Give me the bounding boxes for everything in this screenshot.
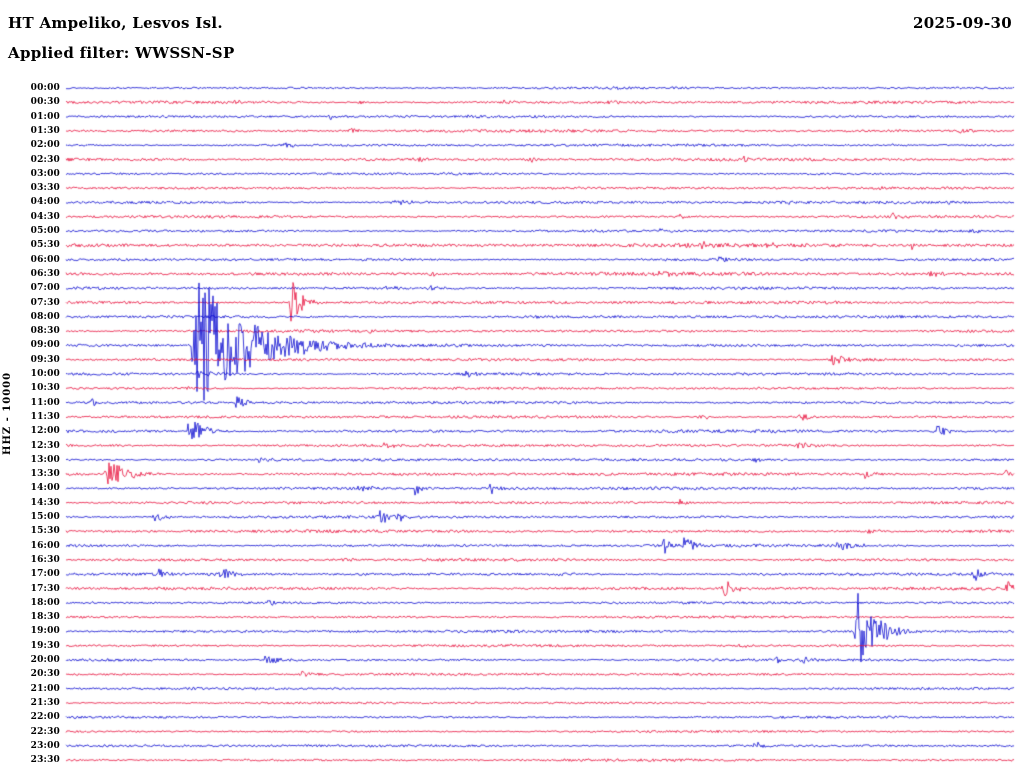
time-label: 12:30 — [30, 440, 60, 451]
time-label: 15:00 — [30, 512, 60, 522]
time-label: 23:30 — [30, 755, 60, 766]
time-label: 03:00 — [30, 168, 60, 179]
time-label: 03:30 — [30, 183, 60, 194]
time-label: 23:00 — [30, 740, 60, 751]
time-label: 12:00 — [30, 426, 60, 437]
time-label: 21:00 — [30, 683, 60, 694]
time-label: 07:00 — [30, 283, 60, 294]
time-label: 22:30 — [30, 726, 60, 737]
time-label: 21:30 — [30, 697, 60, 708]
time-label: 01:30 — [30, 125, 60, 136]
time-label: 02:00 — [30, 140, 60, 151]
time-label: 01:00 — [30, 111, 60, 122]
time-label: 20:00 — [30, 655, 60, 665]
time-label: 13:30 — [30, 469, 60, 480]
time-label: 10:00 — [30, 369, 60, 379]
time-label: 17:30 — [30, 583, 60, 594]
date-label: 2025-09-30 — [913, 14, 1012, 32]
time-label: 09:30 — [30, 354, 60, 365]
time-label: 11:00 — [30, 397, 60, 408]
filter-label: Applied filter: WWSSN-SP — [8, 44, 235, 62]
time-label: 06:00 — [30, 254, 60, 265]
time-label: 10:30 — [30, 383, 60, 394]
time-label: 16:30 — [30, 554, 60, 565]
time-label: 19:00 — [30, 626, 60, 637]
station-title: HT Ampeliko, Lesvos Isl. — [8, 14, 223, 32]
time-label: 18:30 — [30, 612, 60, 623]
time-label: 20:30 — [30, 669, 60, 680]
time-label: 22:00 — [30, 712, 60, 723]
time-label: 14:00 — [30, 483, 60, 494]
time-label: 19:30 — [30, 640, 60, 651]
time-label: 16:00 — [30, 540, 60, 551]
time-label: 04:00 — [30, 197, 60, 208]
time-label: 00:00 — [30, 83, 60, 93]
time-label: 14:30 — [30, 497, 60, 508]
time-label: 02:30 — [30, 154, 60, 165]
time-label: 06:30 — [30, 268, 60, 279]
time-label: 09:00 — [30, 340, 60, 351]
time-label: 13:00 — [30, 454, 60, 465]
time-label: 15:30 — [30, 526, 60, 537]
time-label: 05:30 — [30, 240, 60, 251]
time-label: 18:00 — [30, 597, 60, 608]
time-label: 08:00 — [30, 311, 60, 322]
time-label: 04:30 — [30, 211, 60, 222]
time-label: 17:00 — [30, 569, 60, 580]
time-label: 00:30 — [30, 97, 60, 108]
time-label: 08:30 — [30, 326, 60, 337]
time-label: 07:30 — [30, 297, 60, 308]
time-label: 05:00 — [30, 226, 60, 236]
time-label: 11:30 — [30, 411, 60, 422]
